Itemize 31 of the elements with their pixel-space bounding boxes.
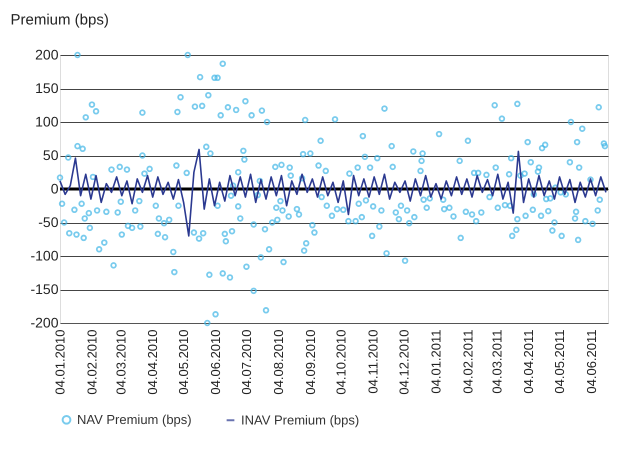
x-tick-label: 04.01.2010 [52,330,68,395]
x-tick-label: 04.05.2010 [176,330,192,395]
y-tick-label: 150 [35,80,59,96]
y-tick-label: 50 [42,147,59,163]
y-tick-label: 100 [35,114,59,130]
x-tick-label: 04.05.2011 [552,330,568,394]
x-tick-label: 04.09.2010 [302,330,318,395]
y-tick-label: -150 [30,281,59,297]
x-tick-label: 04.10.2010 [334,330,349,395]
x-tick-label: 04.11.2010 [366,330,381,394]
x-tick-label: 04.06.2011 [584,330,600,394]
x-tick-label: 04.07.2010 [238,330,254,395]
x-tick-label: 04.04.2011 [521,330,536,394]
legend-label: NAV Premium (bps) [77,412,192,427]
x-tick-label: 04.06.2010 [208,330,224,395]
x-tick-label: 04.01.2011 [428,330,444,394]
y-tick-label: -100 [30,248,59,264]
line-series [59,148,607,237]
legend-label: INAV Premium (bps) [241,412,360,428]
x-tick-label: 04.03.2010 [113,330,128,395]
x-tick-label: 04.02.2011 [460,330,476,394]
x-tick-label: 04.03.2011 [489,330,504,394]
x-tick-label: 04.08.2010 [270,330,286,395]
y-axis-title: Premium (bps) [10,12,109,28]
x-tick-label: 04.02.2010 [84,330,100,395]
y-tick-label: -200 [30,314,59,330]
x-tick-label: 04.12.2010 [396,330,412,395]
y-tick-label: 200 [35,46,59,62]
y-tick-label: -50 [38,214,59,230]
y-tick-label: 0 [50,180,59,196]
x-tick-label: 04.04.2010 [145,330,160,395]
